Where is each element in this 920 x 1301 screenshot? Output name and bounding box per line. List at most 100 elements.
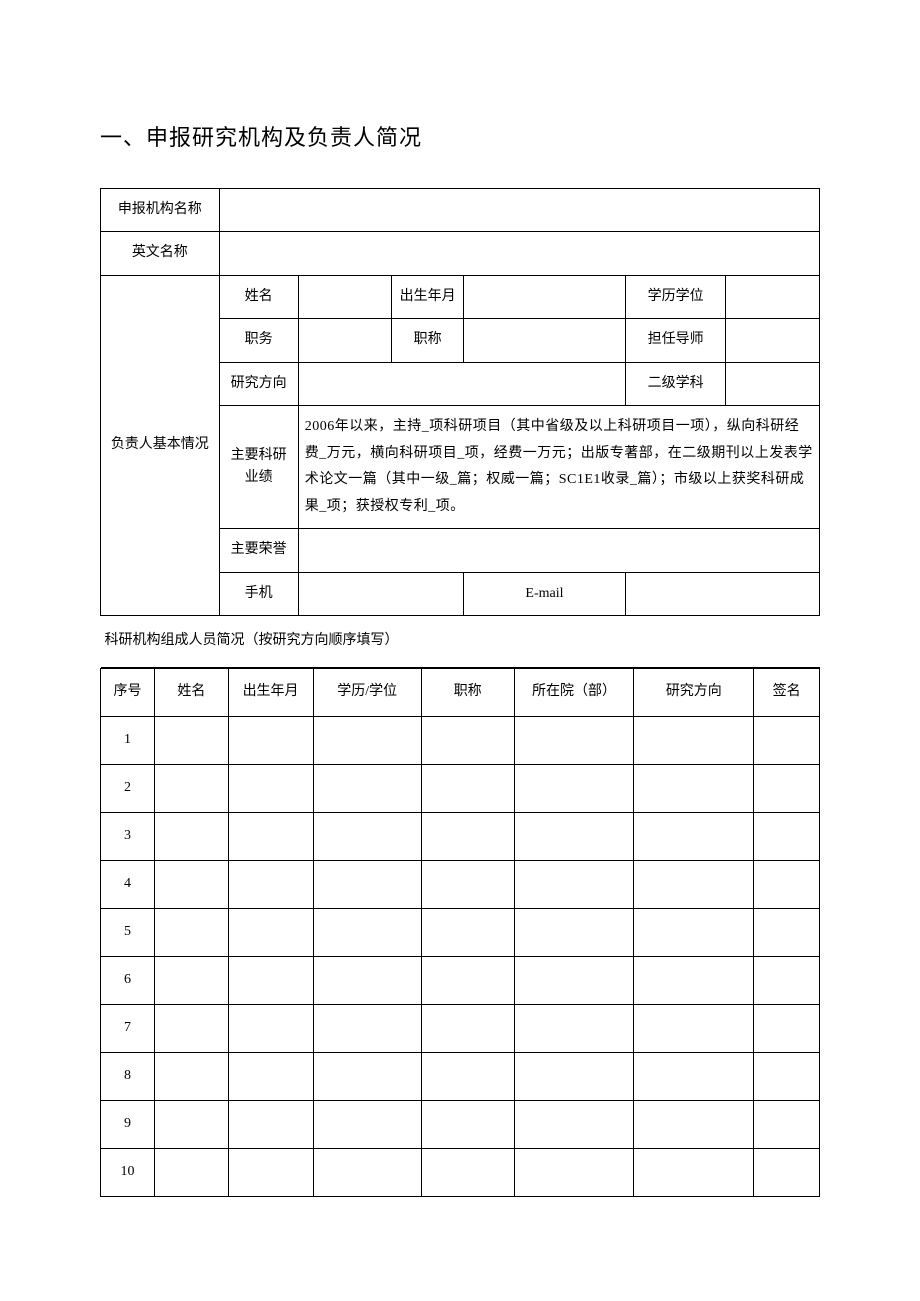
label-subject: 二级学科 [625,362,726,405]
header-sign: 签名 [754,668,820,716]
cell-title [421,764,514,812]
cell-sign [754,860,820,908]
cell-sign [754,1100,820,1148]
cell-dept [514,956,634,1004]
cell-sign [754,764,820,812]
cell-title [421,1100,514,1148]
cell-sign [754,908,820,956]
cell-birth [228,860,313,908]
table-row: 3 [101,812,820,860]
cell-index: 10 [101,1148,155,1196]
label-phone: 手机 [219,572,298,615]
table-row: 10 [101,1148,820,1196]
cell-index: 8 [101,1052,155,1100]
cell-name [155,908,228,956]
header-title: 职称 [421,668,514,716]
cell-index: 7 [101,1004,155,1052]
label-title: 职称 [392,319,464,362]
table-row: 6 [101,956,820,1004]
value-name [298,275,391,318]
cell-edu [313,716,421,764]
cell-direction [634,812,754,860]
cell-sign [754,1004,820,1052]
table-row: 8 [101,1052,820,1100]
label-leader-block: 负责人基本情况 [101,275,220,615]
members-table: 序号 姓名 出生年月 学历/学位 职称 所在院（部） 研究方向 签名 1 2 3 [100,668,820,1197]
table-row: 9 [101,1100,820,1148]
cell-name [155,956,228,1004]
cell-dept [514,812,634,860]
cell-title [421,1052,514,1100]
value-email [625,572,819,615]
institution-leader-table: 申报机构名称 英文名称 负责人基本情况 姓名 出生年月 学历学位 职务 职称 担… [100,188,820,668]
cell-index: 3 [101,812,155,860]
cell-direction [634,1052,754,1100]
cell-title [421,812,514,860]
cell-sign [754,956,820,1004]
cell-edu [313,764,421,812]
header-name: 姓名 [155,668,228,716]
value-achievement: 2006年以来，主持_项科研项目（其中省级及以上科研项目一项），纵向科研经费_万… [298,405,819,528]
header-birth: 出生年月 [228,668,313,716]
table-row: 7 [101,1004,820,1052]
cell-name [155,1100,228,1148]
cell-name [155,716,228,764]
cell-direction [634,860,754,908]
header-direction: 研究方向 [634,668,754,716]
cell-title [421,1148,514,1196]
members-section-label: 科研机构组成人员简况（按研究方向顺序填写） [101,616,820,667]
row-org-name: 申报机构名称 [101,189,820,232]
cell-sign [754,1148,820,1196]
cell-index: 1 [101,716,155,764]
cell-direction [634,956,754,1004]
cell-edu [313,812,421,860]
label-position: 职务 [219,319,298,362]
row-members-section-label: 科研机构组成人员简况（按研究方向顺序填写） [101,616,820,667]
cell-dept [514,860,634,908]
members-header-row: 序号 姓名 出生年月 学历/学位 职称 所在院（部） 研究方向 签名 [101,668,820,716]
cell-title [421,860,514,908]
cell-direction [634,1004,754,1052]
label-honor: 主要荣誉 [219,529,298,572]
cell-edu [313,1148,421,1196]
value-org-name [219,189,819,232]
label-research-dir: 研究方向 [219,362,298,405]
cell-name [155,812,228,860]
cell-sign [754,812,820,860]
cell-index: 6 [101,956,155,1004]
table-row: 1 [101,716,820,764]
header-edu: 学历/学位 [313,668,421,716]
value-phone [298,572,463,615]
header-index: 序号 [101,668,155,716]
cell-edu [313,1100,421,1148]
value-english-name [219,232,819,275]
cell-name [155,1052,228,1100]
cell-direction [634,716,754,764]
cell-dept [514,764,634,812]
label-name: 姓名 [219,275,298,318]
label-edu: 学历学位 [625,275,726,318]
cell-index: 5 [101,908,155,956]
label-org-name: 申报机构名称 [101,189,220,232]
header-dept: 所在院（部） [514,668,634,716]
cell-birth [228,1004,313,1052]
value-honor [298,529,819,572]
cell-birth [228,812,313,860]
cell-index: 2 [101,764,155,812]
table-row: 5 [101,908,820,956]
cell-dept [514,1100,634,1148]
value-edu [726,275,820,318]
cell-sign [754,716,820,764]
value-research-dir [298,362,625,405]
value-supervisor [726,319,820,362]
cell-birth [228,1100,313,1148]
label-birth: 出生年月 [392,275,464,318]
cell-title [421,908,514,956]
value-title [464,319,626,362]
row-leader-name: 负责人基本情况 姓名 出生年月 学历学位 [101,275,820,318]
label-supervisor: 担任导师 [625,319,726,362]
value-subject [726,362,820,405]
cell-birth [228,764,313,812]
cell-dept [514,1004,634,1052]
cell-birth [228,908,313,956]
